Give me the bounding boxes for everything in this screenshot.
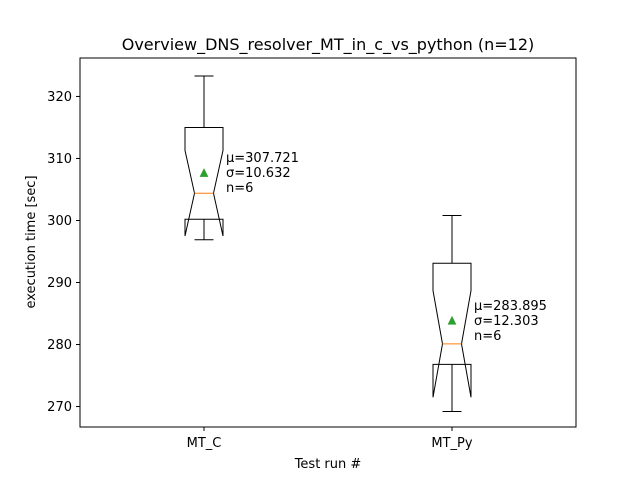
y-tick-label: 310 xyxy=(47,152,72,167)
mean-marker xyxy=(447,315,457,325)
stats-annotation-line: n=6 xyxy=(226,181,253,196)
notched-box xyxy=(432,262,472,398)
stats-annotation-line: μ=307.721 xyxy=(226,151,299,166)
x-axis: MT_C MT_Py xyxy=(187,427,473,451)
y-tick-label: 320 xyxy=(47,90,72,105)
stats-annotation-line: n=6 xyxy=(474,329,501,344)
plot-frame xyxy=(79,57,577,428)
y-axis: 270 280 290 300 310 320 xyxy=(47,90,80,415)
y-tick-label: 290 xyxy=(47,276,72,291)
y-tick-label: 300 xyxy=(47,214,72,229)
notched-box xyxy=(184,126,224,237)
y-axis-label: execution time [sec] xyxy=(24,175,39,308)
stats-annotation-line: σ=12.303 xyxy=(474,314,539,329)
chart-title: Overview_DNS_resolver_MT_in_c_vs_python … xyxy=(122,35,535,55)
x-tick-label: MT_C xyxy=(187,436,222,451)
mean-marker xyxy=(199,168,209,177)
x-tick-label: MT_Py xyxy=(431,436,472,451)
stats-annotation-line: μ=283.895 xyxy=(474,299,547,314)
x-axis-label: Test run # xyxy=(294,457,362,472)
y-tick-label: 280 xyxy=(47,338,72,353)
stats-annotation-line: σ=10.632 xyxy=(226,166,291,181)
y-tick-label: 270 xyxy=(47,400,72,415)
